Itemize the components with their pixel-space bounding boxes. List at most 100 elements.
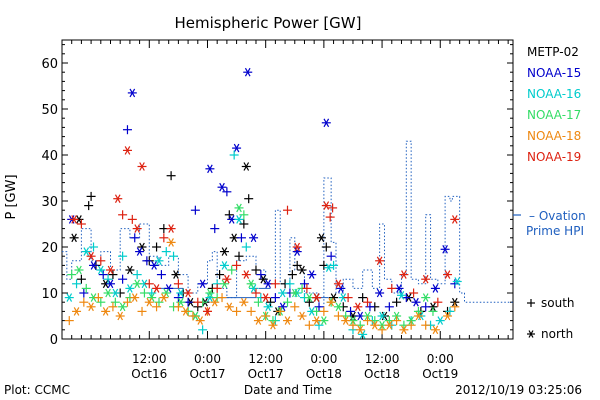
y-axis-label: P [GW] <box>4 174 19 219</box>
noaa-15-south-point <box>421 302 431 312</box>
noaa-18-north-point <box>101 307 111 316</box>
legend-noaa-17: NOAA-17 <box>527 108 581 122</box>
noaa-17-south-point <box>81 283 91 293</box>
noaa-18-south-point <box>188 311 198 321</box>
noaa-16-south-point <box>329 260 339 270</box>
noaa-19-south-point <box>144 279 154 289</box>
noaa-19-north-point <box>261 293 271 302</box>
metp-02-south-point <box>215 270 225 280</box>
noaa-19-south-point <box>251 288 261 298</box>
noaa-16-south-point <box>169 251 179 261</box>
noaa-16-south-point <box>198 325 208 335</box>
metp-02-south-point <box>292 260 302 270</box>
noaa-19-north-point <box>222 274 232 284</box>
noaa-18-south-point <box>64 316 74 326</box>
noaa-19-north-point <box>152 284 162 293</box>
noaa-15-south-point <box>326 251 336 261</box>
noaa-18-north-point <box>72 307 82 316</box>
metp-02-south-point <box>152 242 162 252</box>
metp-02-north-point <box>241 162 251 171</box>
metp-02-south-point <box>234 251 244 261</box>
plot-timestamp: 2012/10/19 03:25:06 <box>455 383 582 397</box>
metp-02-north-point <box>258 274 268 284</box>
noaa-15-north-point <box>89 261 99 270</box>
legend-marker-south <box>527 299 535 307</box>
legend-marker-label-north: north <box>541 327 573 341</box>
x-tick-date-label: Oct18 <box>364 367 400 381</box>
noaa-18-south-point <box>232 306 242 316</box>
noaa-17-north-point <box>246 279 256 289</box>
noaa-19-south-point <box>96 256 106 266</box>
noaa-19-south-point <box>159 233 169 243</box>
noaa-16-north-point <box>219 261 229 270</box>
noaa-16-south-point <box>229 150 239 160</box>
noaa-19-south-point <box>283 205 292 215</box>
noaa-19-north-point <box>421 274 431 284</box>
metp-02-south-point <box>244 194 254 204</box>
noaa-18-north-point <box>370 320 380 330</box>
noaa-18-south-point <box>122 297 132 307</box>
noaa-15-north-point <box>249 233 259 243</box>
noaa-19-south-point <box>387 283 397 293</box>
y-tick-label: 10 <box>41 287 58 302</box>
ovation-hpi-line <box>62 140 513 308</box>
metp-02-south-point <box>251 265 261 275</box>
noaa-15-north-point <box>105 279 115 289</box>
noaa-17-south-point <box>227 265 237 275</box>
noaa-18-north-point <box>253 316 263 325</box>
noaa-18-north-point <box>355 325 365 335</box>
x-tick-date-label: Oct19 <box>422 367 458 381</box>
noaa-17-north-point <box>406 316 416 325</box>
noaa-18-south-point <box>304 320 314 330</box>
noaa-19-south-point <box>76 219 86 229</box>
metp-02-north-point <box>171 270 181 279</box>
noaa-15-south-point <box>222 187 232 197</box>
x-tick-date-label: Oct16 <box>131 367 167 381</box>
noaa-19-north-point <box>450 215 460 224</box>
noaa-19-south-point <box>193 297 203 307</box>
legend-metp-02: METP-02 <box>527 45 579 59</box>
noaa-19-north-point <box>105 265 115 275</box>
noaa-19-south-point <box>127 214 137 224</box>
noaa-18-north-point <box>239 297 249 307</box>
x-tick-date-label: Oct18 <box>306 367 342 381</box>
noaa-17-south-point <box>67 270 77 280</box>
noaa-18-south-point <box>348 320 358 330</box>
noaa-15-north-point <box>411 297 421 307</box>
legend-noaa-15: NOAA-15 <box>527 66 581 80</box>
noaa-18-south-point <box>377 325 387 335</box>
noaa-17-north-point <box>363 311 373 321</box>
noaa-18-south-point <box>421 320 431 330</box>
metp-02-north-point <box>125 265 135 275</box>
noaa-19-south-point <box>270 279 280 289</box>
ovation-hpi-step-line <box>62 140 513 308</box>
noaa-18-south-point <box>406 320 416 330</box>
noaa-19-north-point <box>69 215 79 224</box>
noaa-16-north-point <box>96 265 106 275</box>
noaa-15-north-point <box>292 247 302 256</box>
metp-02-south-point <box>224 210 234 220</box>
metp-02-north-point <box>297 265 307 275</box>
noaa-18-north-point <box>195 316 205 325</box>
noaa-19-south-point <box>433 297 443 307</box>
noaa-15-south-point <box>365 302 375 312</box>
noaa-17-south-point <box>413 306 423 316</box>
legend-noaa-16: NOAA-16 <box>527 87 581 101</box>
chart-title: Hemispheric Power [GW] <box>175 14 362 32</box>
legend-ovation-hpi: – Ovation <box>529 209 586 223</box>
noaa-19-north-point <box>113 194 123 203</box>
noaa-19-south-point <box>409 288 419 298</box>
noaa-17-north-point <box>103 288 113 298</box>
noaa-18-north-point <box>443 311 453 321</box>
legend-noaa-18: NOAA-18 <box>527 129 581 143</box>
noaa-19-north-point <box>86 251 96 261</box>
noaa-19-north-point <box>202 307 212 316</box>
x-tick-time-label: 12:00 <box>132 352 167 366</box>
noaa-16-north-point <box>377 311 387 321</box>
noaa-16-south-point <box>285 279 295 289</box>
noaa-18-south-point <box>363 316 373 326</box>
noaa-18-south-point <box>261 311 271 321</box>
noaa-17-north-point <box>118 302 128 312</box>
noaa-17-south-point <box>239 210 249 220</box>
noaa-17-north-point <box>132 279 142 289</box>
